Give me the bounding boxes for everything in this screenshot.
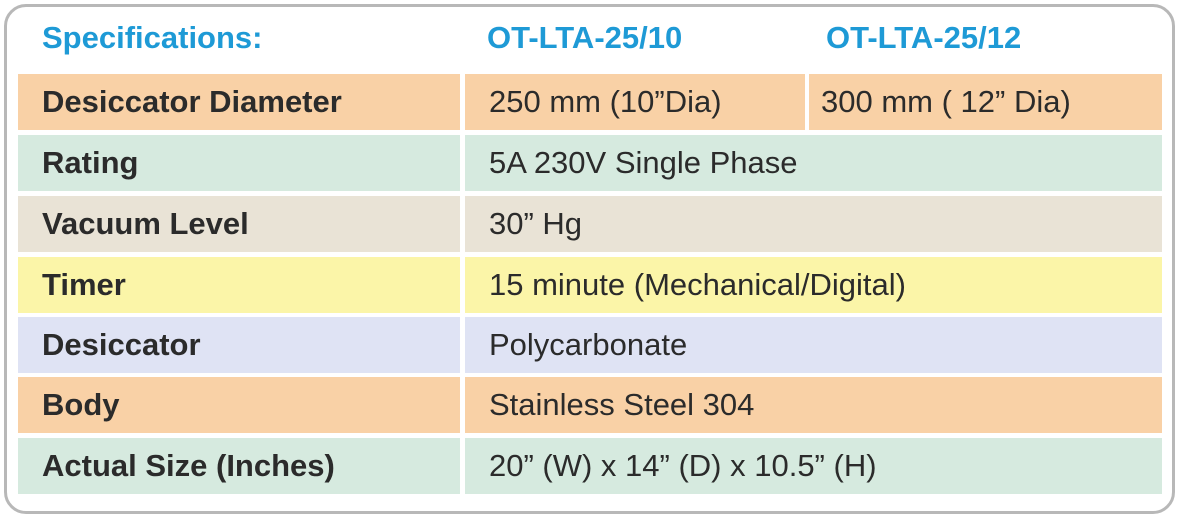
spec-value: 15 minute (Mechanical/Digital) [465, 257, 1162, 313]
spec-label: Desiccator Diameter [18, 74, 460, 130]
model-heading: OT-LTA-25/12 [826, 20, 1022, 55]
spec-value: Polycarbonate [465, 317, 1162, 373]
spec-label: Desiccator [18, 317, 460, 373]
spec-label: Actual Size (Inches) [18, 438, 460, 494]
spec-value: 5A 230V Single Phase [465, 135, 1162, 191]
spec-value: 30” Hg [465, 196, 1162, 252]
spec-value: 250 mm (10”Dia) [465, 74, 805, 130]
model-heading: OT-LTA-25/10 [487, 20, 683, 55]
spec-heading: Specifications: [42, 20, 263, 55]
spec-value: 20” (W) x 14” (D) x 10.5” (H) [465, 438, 1162, 494]
spec-label: Rating [18, 135, 460, 191]
spec-label: Vacuum Level [18, 196, 460, 252]
spec-label: Body [18, 377, 460, 433]
spec-value: Stainless Steel 304 [465, 377, 1162, 433]
spec-value: 300 mm ( 12” Dia) [809, 74, 1162, 130]
spec-label: Timer [18, 257, 460, 313]
